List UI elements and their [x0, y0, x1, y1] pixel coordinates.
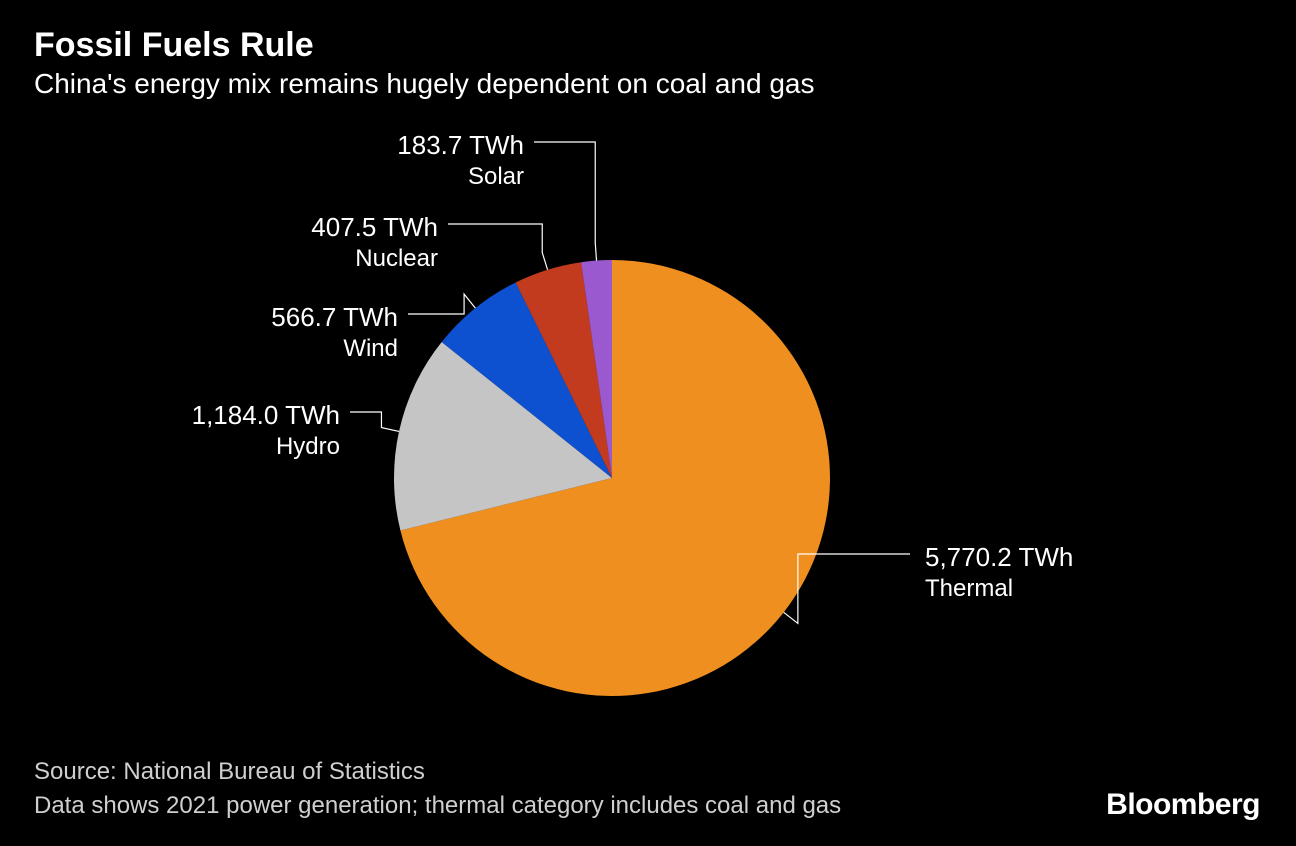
pie-label-value: 5,770.2 TWh — [925, 542, 1073, 573]
pie-label-name: Solar — [397, 163, 524, 191]
pie-label-thermal: 5,770.2 TWhThermal — [925, 542, 1073, 603]
pie-label-value: 183.7 TWh — [397, 130, 524, 161]
pie-label-hydro: 1,184.0 TWhHydro — [192, 400, 340, 461]
pie-label-nuclear: 407.5 TWhNuclear — [311, 212, 438, 273]
brand-logo: Bloomberg — [1106, 788, 1260, 822]
note-text: Data shows 2021 power generation; therma… — [34, 792, 841, 820]
pie-label-value: 566.7 TWh — [271, 302, 398, 333]
leader-line — [534, 142, 597, 261]
pie-label-solar: 183.7 TWhSolar — [397, 130, 524, 191]
source-text: Source: National Bureau of Statistics — [34, 758, 425, 786]
pie-label-value: 407.5 TWh — [311, 212, 438, 243]
pie-label-wind: 566.7 TWhWind — [271, 302, 398, 363]
pie-label-name: Nuclear — [311, 245, 438, 273]
leader-line — [408, 294, 475, 314]
pie-label-name: Thermal — [925, 575, 1073, 603]
leader-line — [350, 412, 399, 431]
leader-line — [448, 224, 548, 270]
pie-label-value: 1,184.0 TWh — [192, 400, 340, 431]
pie-label-name: Wind — [271, 335, 398, 363]
pie-label-name: Hydro — [192, 433, 340, 461]
